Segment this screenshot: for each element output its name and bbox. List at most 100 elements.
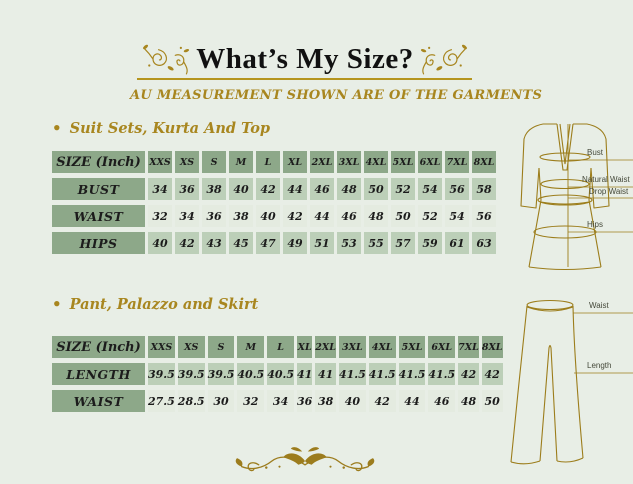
size-value-cell: 41.5 (398, 363, 426, 385)
size-value-cell: 61 (445, 232, 469, 254)
size-value-cell: 42 (283, 205, 307, 227)
size-value-cell: 42 (256, 178, 280, 200)
pant-measurement-diagram (510, 299, 633, 465)
floral-flourish-right-icon (420, 44, 467, 75)
kurta-bust-label: Bust (587, 148, 604, 157)
size-value-cell: 44 (310, 205, 334, 227)
subtitle: AU MEASUREMENT SHOWN ARE OF THE GARMENTS (130, 88, 543, 103)
size-value-cell: 42 (175, 232, 199, 254)
row-label: LENGTH (52, 363, 145, 385)
size-column-header: 8XL (472, 151, 496, 173)
size-value-cell: 39.5 (177, 363, 205, 385)
kurta-drop-waist-label: Drop Waist (589, 187, 629, 196)
size-value-cell: 50 (391, 205, 415, 227)
size-value-cell: 41.5 (338, 363, 366, 385)
size-value-cell: 52 (391, 178, 415, 200)
size-column-header: XS (177, 336, 205, 358)
size-column-header: 2XL (310, 151, 334, 173)
size-value-cell: 32 (148, 205, 172, 227)
size-value-cell: 58 (472, 178, 496, 200)
size-value-cell: 40.5 (267, 363, 294, 385)
size-value-cell: 57 (391, 232, 415, 254)
size-value-cell: 48 (337, 178, 361, 200)
size-value-cell: 41 (296, 363, 313, 385)
size-column-header: S (207, 336, 235, 358)
row-label: BUST (52, 178, 145, 200)
size-value-cell: 41 (315, 363, 336, 385)
size-value-cell: 51 (310, 232, 334, 254)
size-value-cell: 41.5 (428, 363, 456, 385)
size-column-header: M (229, 151, 253, 173)
size-column-header: M (237, 336, 265, 358)
section-heading-suit-sets: • Suit Sets, Kurta And Top (52, 120, 270, 137)
size-value-cell: 50 (481, 390, 503, 412)
size-value-cell: 30 (207, 390, 235, 412)
size-column-header: S (202, 151, 226, 173)
size-value-cell: 36 (296, 390, 313, 412)
size-value-cell: 46 (310, 178, 334, 200)
size-value-cell: 54 (418, 178, 442, 200)
size-value-cell: 34 (267, 390, 294, 412)
size-unit-header: SIZE (Inch) (52, 336, 145, 358)
suit-sets-size-table: SIZE (Inch) XXS XS S M L XL 2XL 3XL 4XL 5XL 6XL 7XL 8… (52, 151, 496, 254)
size-value-cell: 32 (237, 390, 265, 412)
size-column-header: 3XL (337, 151, 361, 173)
size-value-cell: 56 (445, 178, 469, 200)
size-value-cell: 47 (256, 232, 280, 254)
size-value-cell: 39.5 (148, 363, 175, 385)
row-label: WAIST (52, 205, 145, 227)
size-value-cell: 54 (445, 205, 469, 227)
bottom-flourish-icon (235, 446, 375, 472)
size-value-cell: 27.5 (148, 390, 175, 412)
size-column-header: 7XL (458, 336, 479, 358)
size-value-cell: 34 (175, 205, 199, 227)
size-column-header: XXS (148, 336, 175, 358)
size-column-header: XXS (148, 151, 172, 173)
size-value-cell: 63 (472, 232, 496, 254)
size-value-cell: 59 (418, 232, 442, 254)
pant-palazzo-size-table: SIZE (Inch) XXS XS S M L XL 2XL 3XL 4XL 5XL 6XL 7XL 8… (52, 336, 503, 412)
size-column-header: 4XL (368, 336, 396, 358)
size-value-cell: 46 (337, 205, 361, 227)
size-value-cell: 41.5 (368, 363, 396, 385)
size-value-cell: 40 (256, 205, 280, 227)
size-value-cell: 44 (283, 178, 307, 200)
size-value-cell: 40 (148, 232, 172, 254)
section-heading-label: Suit Sets, Kurta And Top (69, 120, 271, 137)
size-unit-header: SIZE (Inch) (52, 151, 145, 173)
section-heading-label: Pant, Palazzo and Skirt (69, 296, 259, 313)
kurta-measurement-diagram (520, 123, 633, 271)
size-value-cell: 55 (364, 232, 388, 254)
size-column-header: 7XL (445, 151, 469, 173)
row-label: HIPS (52, 232, 145, 254)
size-value-cell: 42 (458, 363, 479, 385)
size-value-cell: 40.5 (237, 363, 265, 385)
page-title: What’s My Size? (196, 42, 414, 75)
size-value-cell: 40 (338, 390, 366, 412)
size-value-cell: 42 (368, 390, 396, 412)
header: What’s My Size? (140, 40, 470, 78)
size-column-header: 6XL (418, 151, 442, 173)
title-underline (137, 78, 472, 80)
size-value-cell: 48 (364, 205, 388, 227)
size-column-header: L (267, 336, 294, 358)
size-value-cell: 40 (229, 178, 253, 200)
size-column-header: 2XL (315, 336, 336, 358)
pant-length-label: Length (587, 361, 612, 370)
size-value-cell: 44 (398, 390, 426, 412)
size-value-cell: 34 (148, 178, 172, 200)
size-column-header: XL (283, 151, 307, 173)
size-value-cell: 28.5 (177, 390, 205, 412)
size-column-header: XS (175, 151, 199, 173)
size-value-cell: 36 (175, 178, 199, 200)
bullet-icon: • (52, 119, 62, 137)
size-value-cell: 52 (418, 205, 442, 227)
kurta-natural-waist-label: Natural Waist (582, 175, 630, 184)
row-label: WAIST (52, 390, 145, 412)
section-heading-pant-palazzo: • Pant, Palazzo and Skirt (52, 296, 258, 313)
bullet-icon: • (52, 295, 62, 313)
size-value-cell: 38 (315, 390, 336, 412)
size-column-header: 6XL (428, 336, 456, 358)
floral-flourish-left-icon (143, 44, 190, 75)
